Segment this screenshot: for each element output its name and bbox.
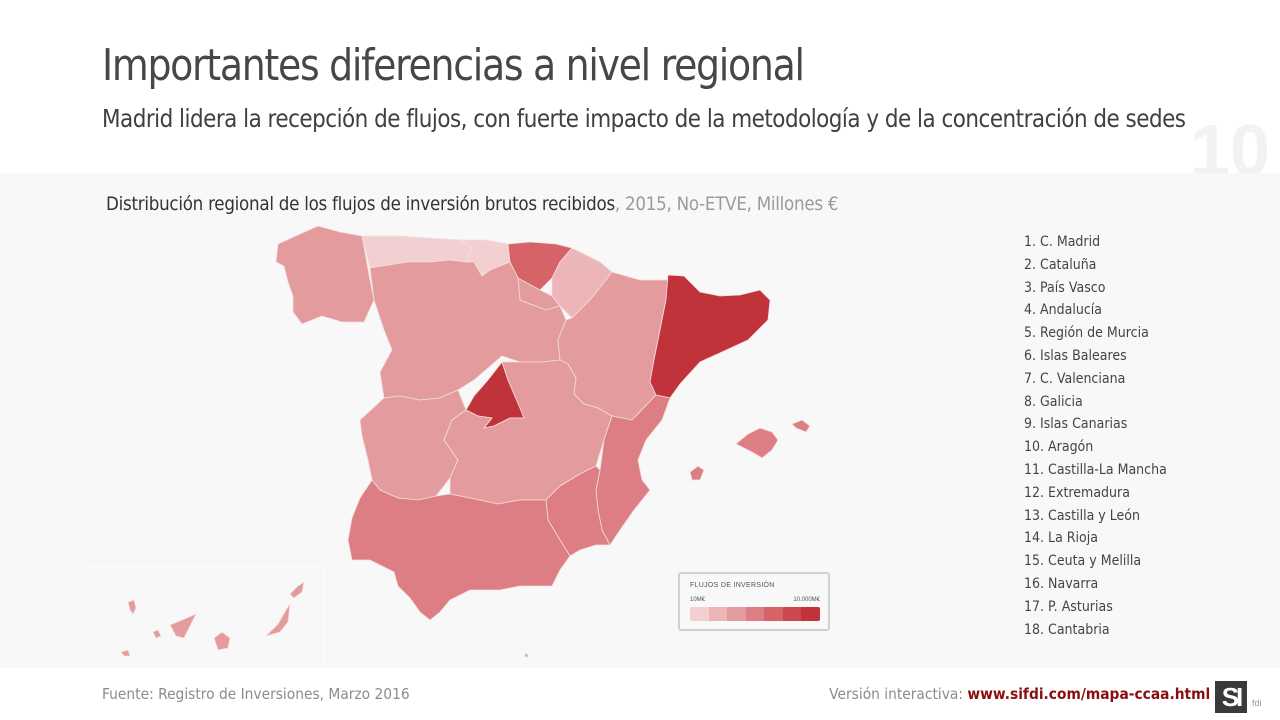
chart-title-detail: , 2015, No-ETVE, Millones € xyxy=(614,193,839,215)
legend-color-scale xyxy=(690,607,820,621)
region-canarias-fuerteventura[interactable] xyxy=(264,603,291,637)
legend-step-1 xyxy=(690,607,709,621)
sifdi-logo-sub: fdi xyxy=(1252,698,1262,708)
legend-title: FLUJOS DE INVERSIÓN xyxy=(690,582,775,589)
slide-subtitle: Madrid lidera la recepción de flujos, co… xyxy=(102,104,1186,133)
ranking-item: 10. Aragón xyxy=(1024,439,1094,456)
ranking-item: 1. C. Madrid xyxy=(1024,234,1101,250)
source-note: Fuente: Registro de Inversiones, Marzo 2… xyxy=(102,685,410,703)
ranking-item: 9. Islas Canarias xyxy=(1024,416,1128,433)
ranking-item: 11. Castilla-La Mancha xyxy=(1024,461,1167,478)
interactive-url-link[interactable]: www.sifdi.com/mapa-ccaa.html xyxy=(967,685,1210,703)
region-canarias-hierro[interactable] xyxy=(120,649,131,657)
legend-step-7 xyxy=(801,607,820,621)
region-canarias-tenerife[interactable] xyxy=(169,613,197,639)
ranking-item: 2. Cataluña xyxy=(1024,256,1097,273)
interactive-label: Versión interactiva: xyxy=(828,685,968,703)
ranking-item: 8. Galicia xyxy=(1024,393,1083,410)
legend-step-5 xyxy=(764,607,783,621)
map-legend: FLUJOS DE INVERSIÓN 10M€ 10.000M€ xyxy=(678,572,830,631)
slide-title: Importantes diferencias a nivel regional xyxy=(102,40,805,91)
region-canarias-grancanaria[interactable] xyxy=(213,631,231,651)
region-canarias-gomera[interactable] xyxy=(152,629,162,639)
interactive-version: Versión interactiva: www.sifdi.com/mapa-… xyxy=(829,685,1210,703)
ranking-item: 12. Extremadura xyxy=(1024,484,1130,501)
region-baleares-mallorca[interactable] xyxy=(735,427,779,459)
ranking-item: 16. Navarra xyxy=(1024,575,1099,592)
chart-title: Distribución regional de los flujos de i… xyxy=(106,193,839,215)
ranking-item: 4. Andalucía xyxy=(1024,302,1102,319)
region-canarias-lapalma[interactable] xyxy=(127,599,137,615)
ranking-item: 17. P. Asturias xyxy=(1024,598,1113,615)
legend-step-4 xyxy=(745,607,765,621)
ranking-item: 6. Islas Baleares xyxy=(1024,347,1127,364)
ranking-item: 15. Ceuta y Melilla xyxy=(1024,553,1142,570)
spain-choropleth-map xyxy=(120,225,811,658)
legend-step-2 xyxy=(708,607,728,621)
legend-step-6 xyxy=(782,607,802,621)
region-ranking-list: 1. C. Madrid 2. Cataluña 3. País Vasco 4… xyxy=(1024,231,1183,641)
sifdi-logo: SI xyxy=(1215,681,1247,713)
ranking-item: 13. Castilla y León xyxy=(1024,507,1141,524)
region-canarias-lanzarote[interactable] xyxy=(289,581,305,599)
region-cataluna[interactable] xyxy=(649,274,771,399)
region-baleares-ibiza[interactable] xyxy=(689,465,705,481)
chart-panel: Distribución regional de los flujos de i… xyxy=(0,173,1280,668)
region-andalucia[interactable] xyxy=(347,479,571,621)
ranking-item: 5. Región de Murcia xyxy=(1024,325,1149,342)
ranking-item: 7. C. Valenciana xyxy=(1024,370,1126,387)
legend-step-3 xyxy=(727,607,746,621)
chart-title-main: Distribución regional de los flujos de i… xyxy=(106,193,615,215)
region-baleares-menorca[interactable] xyxy=(791,419,811,433)
ranking-item: 14. La Rioja xyxy=(1024,530,1098,547)
ranking-item: 18. Cantabria xyxy=(1024,621,1110,638)
legend-max-label: 10.000M€ xyxy=(793,597,820,603)
region-galicia[interactable] xyxy=(275,225,375,325)
legend-min-label: 10M€ xyxy=(690,597,706,603)
ranking-item: 3. País Vasco xyxy=(1024,279,1106,296)
region-murcia[interactable] xyxy=(545,465,611,557)
canarias-inset-frame xyxy=(86,566,324,666)
region-ceuta-melilla[interactable] xyxy=(524,653,529,658)
